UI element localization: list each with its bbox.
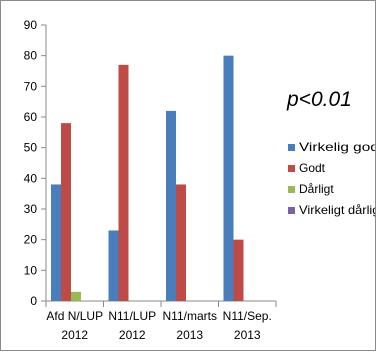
bar <box>176 184 186 301</box>
x-tick-label: 2013 <box>176 328 203 342</box>
legend-label: Dårligt <box>299 182 334 196</box>
legend-swatch <box>288 186 295 193</box>
legend-label: Godt <box>299 161 326 175</box>
y-tick-label: 60 <box>24 110 38 124</box>
x-tick-label: N11/Sep. <box>223 309 272 323</box>
y-tick-label: 50 <box>24 141 38 155</box>
x-tick-label: 2012 <box>61 328 88 342</box>
y-tick-label: 80 <box>24 49 38 63</box>
bar <box>118 64 129 301</box>
bar <box>51 184 61 301</box>
y-tick-label: 20 <box>24 233 38 247</box>
bar <box>223 55 234 301</box>
bar <box>166 110 176 301</box>
bar-chart: 0 10 20 30 40 50 60 70 80 90 Afd N/LUP 2012 N11/LUP… <box>24 18 376 342</box>
x-tick-label: 2012 <box>119 328 146 342</box>
x-tick-label: 2013 <box>234 328 261 342</box>
x-tick-label: N11/LUP <box>108 309 156 323</box>
bar <box>61 123 71 301</box>
legend-swatch <box>288 144 295 151</box>
y-tick-label: 10 <box>24 263 38 277</box>
x-tick-label: N11/marts <box>163 309 217 323</box>
y-tick-label: 30 <box>24 202 38 216</box>
legend-label: Virkelig godt <box>299 140 375 154</box>
y-tick-label: 90 <box>24 18 38 32</box>
x-axis: Afd N/LUP 2012 N11/LUP 2012 N11/marts 2013 N11… <box>45 300 277 342</box>
legend-swatch <box>288 207 295 214</box>
legend-swatch <box>288 165 295 172</box>
y-axis: 0 10 20 30 40 50 60 70 80 90 <box>24 18 47 308</box>
bars <box>51 55 244 301</box>
legend: Virkelig godt Godt Dårligt Virkeligt dårlig… <box>288 140 376 217</box>
y-tick-label: 70 <box>24 79 38 93</box>
bar <box>233 239 244 301</box>
legend-label: Virkeligt dårligt <box>299 203 375 217</box>
y-tick-label: 0 <box>30 294 37 308</box>
x-tick-label: Afd N/LUP <box>46 309 103 323</box>
y-tick-label: 40 <box>24 171 38 185</box>
p-value-annotation: p<0.01 <box>286 88 352 111</box>
bar <box>108 230 119 301</box>
bar <box>71 291 81 301</box>
